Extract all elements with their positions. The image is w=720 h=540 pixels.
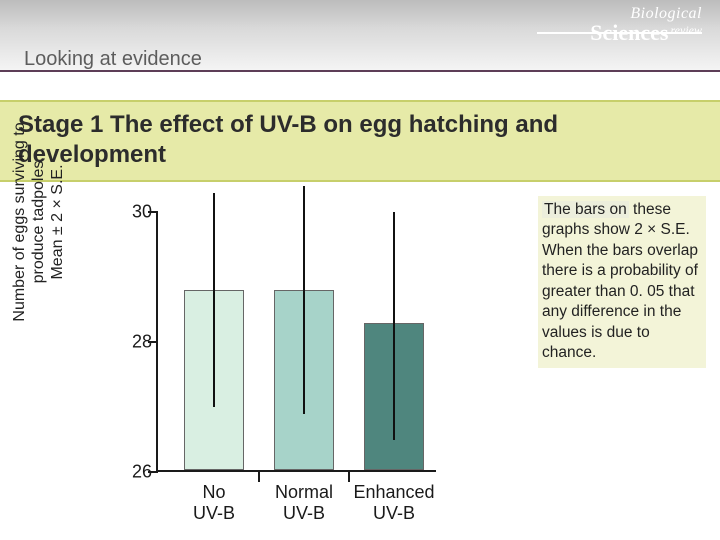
annotation-rest: these graphs show 2 × S.E. When the bars… bbox=[542, 201, 698, 361]
error-bar bbox=[303, 186, 305, 414]
x-axis-line bbox=[158, 470, 436, 472]
x-tick bbox=[258, 472, 260, 482]
plot-area: 262830NoUV-BNormalUV-BEnhancedUV-B bbox=[156, 212, 436, 472]
top-bar: Biological Sciencesreview Looking at evi… bbox=[0, 0, 720, 70]
x-tick bbox=[348, 472, 350, 482]
y-tick-label: 28 bbox=[72, 332, 152, 353]
y-axis-label-line2: produce tadpoles bbox=[29, 62, 48, 382]
page-title: Stage 1 The effect of UV-B on egg hatchi… bbox=[18, 110, 702, 170]
y-axis-label-line3: Mean ± 2 × S.E. bbox=[48, 62, 67, 382]
error-bar bbox=[393, 212, 395, 440]
title-band: Stage 1 The effect of UV-B on egg hatchi… bbox=[0, 100, 720, 182]
y-tick-label: 30 bbox=[72, 202, 152, 223]
y-axis-label: Number of eggs surviving to produce tadp… bbox=[10, 62, 68, 382]
header-separator bbox=[0, 70, 720, 100]
annotation-box: The bars on these graphs show 2 × S.E. W… bbox=[538, 196, 706, 368]
bar-chart: 262830NoUV-BNormalUV-BEnhancedUV-B bbox=[120, 192, 450, 512]
y-axis-label-line1: Number of eggs surviving to bbox=[11, 122, 28, 321]
x-category-label: NormalUV-B bbox=[259, 482, 349, 523]
x-category-label: NoUV-B bbox=[169, 482, 259, 523]
content-area: Number of eggs surviving to produce tadp… bbox=[0, 182, 720, 540]
brand-logo: Biological Sciencesreview bbox=[590, 6, 702, 44]
y-tick-label: 26 bbox=[72, 462, 152, 483]
slide-root: Biological Sciencesreview Looking at evi… bbox=[0, 0, 720, 540]
brand-line3: review bbox=[670, 23, 702, 37]
brand-underline bbox=[537, 32, 702, 34]
error-bar bbox=[213, 193, 215, 408]
x-category-label: EnhancedUV-B bbox=[349, 482, 439, 523]
annotation-lead: The bars on bbox=[542, 201, 629, 218]
